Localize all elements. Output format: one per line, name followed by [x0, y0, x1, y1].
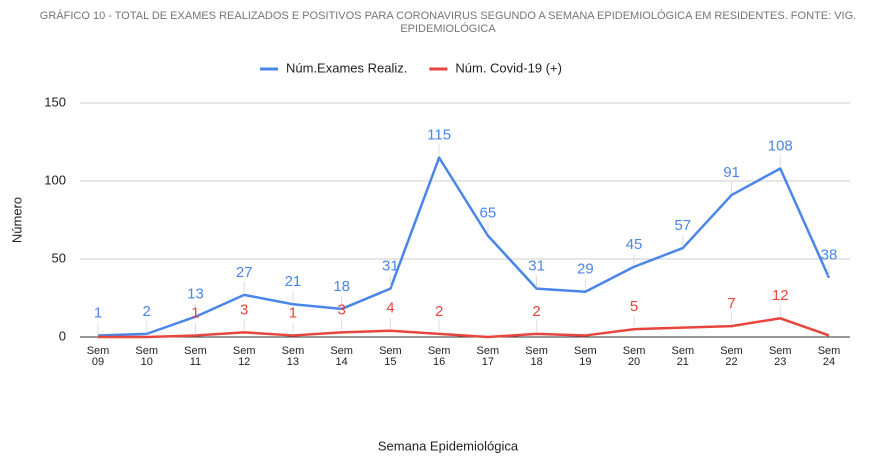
x-tick-label: Sem 09 — [86, 345, 110, 368]
series-line — [97, 156, 831, 337]
data-label: 45 — [626, 236, 643, 253]
data-label: 3 — [240, 301, 248, 318]
data-label: 2 — [532, 303, 540, 320]
data-label: 13 — [187, 286, 204, 303]
data-label: 65 — [480, 205, 497, 222]
y-tick-label: 150 — [44, 94, 66, 109]
data-label: 7 — [727, 295, 735, 312]
series-line — [98, 317, 830, 339]
x-tick-label: Sem 15 — [379, 345, 402, 368]
data-label: 31 — [528, 258, 545, 275]
legend-label: Núm.Exames Realiz. — [286, 60, 407, 75]
chart-title: GRÁFICO 10 - TOTAL DE EXAMES REALIZADOS … — [39, 10, 857, 35]
data-label: 31 — [382, 258, 399, 275]
x-tick-label: Sem 11 — [184, 345, 207, 368]
x-tick-label: Sem 17 — [476, 345, 500, 368]
data-label: 91 — [723, 164, 740, 181]
x-tick-label: Sem 24 — [817, 345, 841, 368]
data-label: 2 — [143, 303, 151, 320]
x-axis-title: Semana Epidemiológica — [378, 438, 519, 453]
x-tick-label: Sem 16 — [427, 345, 451, 368]
data-label: 27 — [236, 264, 253, 281]
data-label: 18 — [333, 278, 350, 295]
legend-label: Núm. Covid-19 (+) — [455, 60, 562, 75]
data-label: 4 — [386, 300, 394, 317]
data-label: 38 — [821, 247, 838, 264]
y-tick-label: 100 — [44, 172, 66, 187]
y-tick-label: 0 — [59, 328, 66, 343]
x-tick-label: Sem 13 — [281, 345, 305, 368]
x-tick-label: Sem 12 — [232, 345, 256, 368]
data-label: 1 — [94, 304, 102, 321]
x-tick-label: Sem 22 — [720, 345, 743, 368]
x-tick-label: Sem 19 — [574, 345, 597, 368]
data-label: 57 — [674, 217, 691, 234]
data-label: 29 — [577, 261, 594, 278]
data-label: 115 — [427, 127, 451, 144]
data-label: 108 — [768, 137, 793, 154]
x-tick-label: Sem 18 — [525, 345, 548, 368]
data-label: 21 — [285, 273, 302, 290]
x-tick-label: Sem 23 — [768, 345, 792, 368]
y-axis-title: Número — [9, 197, 24, 243]
data-label: 5 — [630, 298, 638, 315]
data-label: 1 — [191, 304, 199, 321]
data-label: 1 — [289, 304, 297, 321]
data-label: 2 — [435, 303, 443, 320]
x-tick-label: Sem 14 — [330, 345, 353, 368]
data-label: 12 — [772, 287, 789, 304]
data-label: 3 — [337, 301, 345, 318]
x-tick-label: Sem 21 — [671, 345, 695, 368]
y-tick-label: 50 — [52, 250, 66, 265]
x-tick-label: Sem 10 — [135, 345, 159, 368]
x-tick-label: Sem 20 — [622, 345, 646, 368]
